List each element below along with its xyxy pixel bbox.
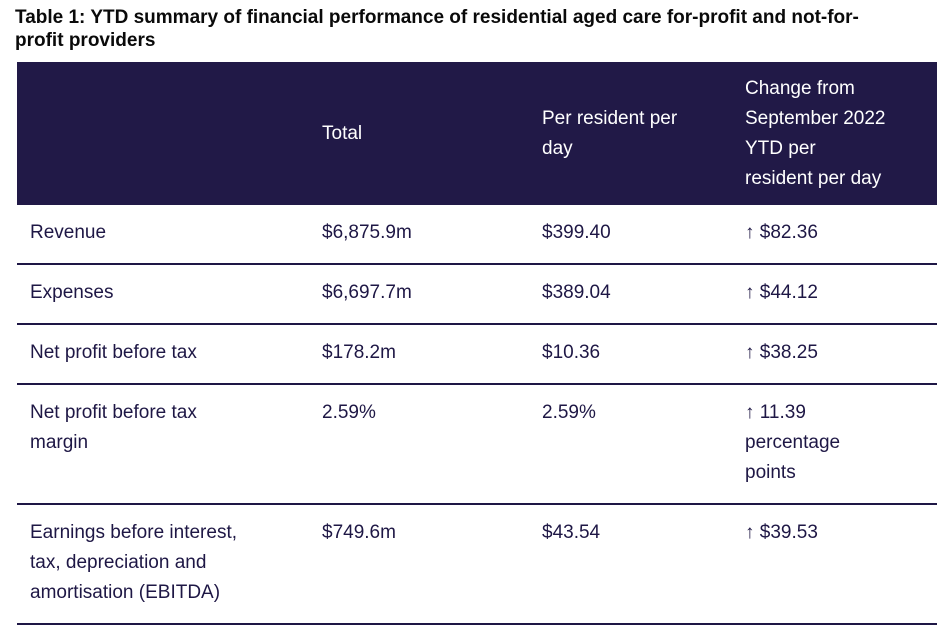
page-title: Table 1: YTD summary of financial perfor… — [15, 7, 859, 51]
change-value: ↑ $44.12 — [745, 264, 937, 325]
change-value: ↑ $38.25 — [745, 324, 937, 385]
per-day-value: $10.36 — [542, 324, 745, 385]
change-value: ↑ $82.36 — [745, 205, 937, 265]
total-value: $749.6m — [322, 504, 542, 625]
table-row-expenses: Expenses $6,697.7m $389.04 ↑ $44.12 — [17, 264, 937, 325]
per-day-value: $399.40 — [542, 205, 745, 265]
per-day-value: $43.54 — [542, 504, 745, 625]
row-label: Net profit before tax — [17, 324, 322, 385]
total-value: 2.59% — [322, 384, 542, 505]
row-label: Net profit before tax margin — [17, 384, 322, 505]
table-row-net-profit-before-tax: Net profit before tax $178.2m $10.36 ↑ $… — [17, 324, 937, 385]
change-value: ↑ 11.39 percentage points — [745, 384, 937, 505]
total-value: $6,697.7m — [322, 264, 542, 325]
change-value: ↑ $39.53 — [745, 504, 937, 625]
column-header-per-resident-per-day: Per resident per day — [542, 62, 745, 205]
per-day-value: $389.04 — [542, 264, 745, 325]
table-body: Revenue $6,875.9m $399.40 ↑ $82.36 Expen… — [17, 205, 937, 625]
column-header-change-from-september-2022: Change from September 2022 YTD per resid… — [745, 62, 937, 205]
table-row-ebitda: Earnings before interest, tax, depreciat… — [17, 504, 937, 625]
column-header-total: Total — [322, 62, 542, 205]
total-value: $6,875.9m — [322, 205, 542, 265]
total-value: $178.2m — [322, 324, 542, 385]
financial-summary-table: Total Per resident per day Change from S… — [17, 62, 937, 625]
column-header-label — [17, 62, 322, 205]
per-day-value: 2.59% — [542, 384, 745, 505]
table-row-revenue: Revenue $6,875.9m $399.40 ↑ $82.36 — [17, 205, 937, 265]
table-header: Total Per resident per day Change from S… — [17, 62, 937, 205]
header-row: Total Per resident per day Change from S… — [17, 62, 937, 205]
row-label: Earnings before interest, tax, depreciat… — [17, 504, 322, 625]
table-row-net-profit-before-tax-margin: Net profit before tax margin 2.59% 2.59%… — [17, 384, 937, 505]
row-label: Expenses — [17, 264, 322, 325]
row-label: Revenue — [17, 205, 322, 265]
